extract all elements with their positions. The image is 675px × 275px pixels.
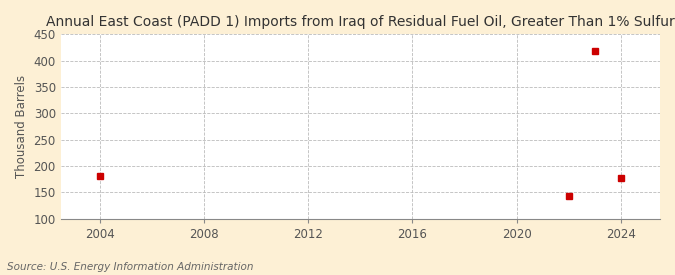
Text: Source: U.S. Energy Information Administration: Source: U.S. Energy Information Administ…	[7, 262, 253, 272]
Y-axis label: Thousand Barrels: Thousand Barrels	[15, 75, 28, 178]
Title: Annual East Coast (PADD 1) Imports from Iraq of Residual Fuel Oil, Greater Than : Annual East Coast (PADD 1) Imports from …	[46, 15, 675, 29]
